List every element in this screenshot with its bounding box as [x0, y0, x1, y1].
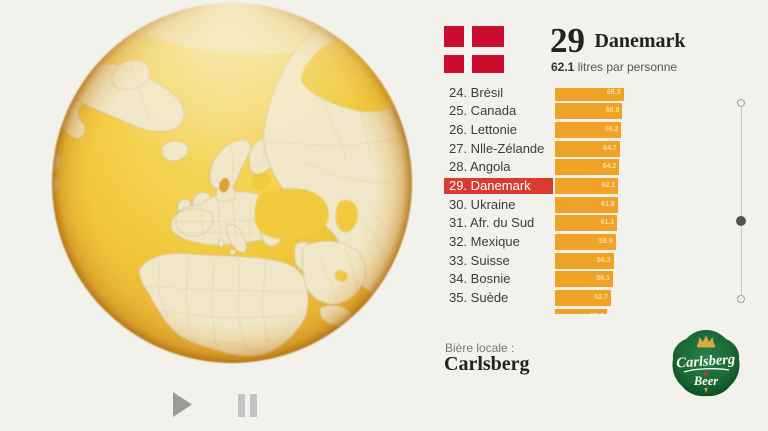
svg-text:Carlsberg: Carlsberg [676, 351, 736, 371]
svg-text:Beer: Beer [693, 374, 718, 388]
